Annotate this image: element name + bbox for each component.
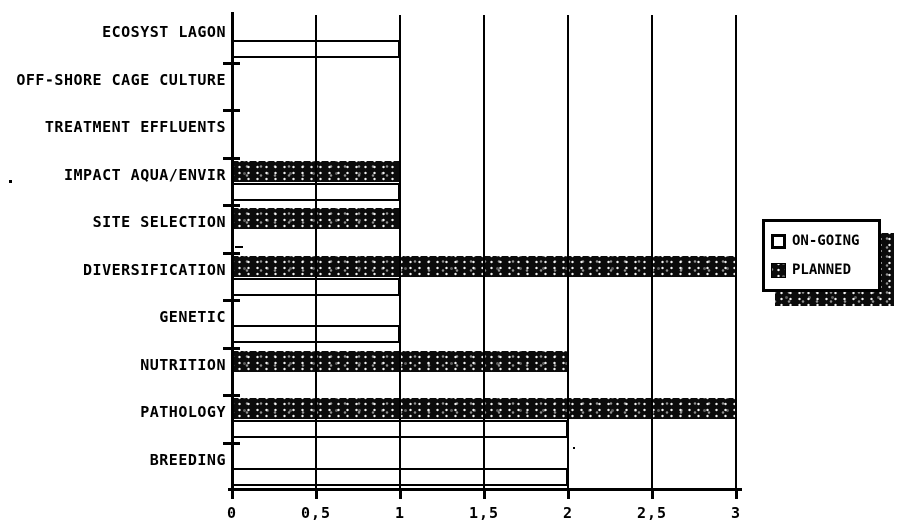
bar-planned-4	[233, 161, 399, 182]
x-tick-label-6: 3	[730, 504, 742, 522]
x-axis-tick-1	[399, 489, 402, 499]
x-axis-tick-1,5	[483, 489, 486, 499]
bar-planned-5	[233, 208, 399, 229]
bar-ongoing-10	[232, 468, 568, 486]
category-label-9: PATHOLOGY	[140, 403, 226, 421]
y-axis-tick-2	[223, 109, 240, 112]
legend-item-ongoing: ON-GOING	[771, 233, 872, 249]
bar-ongoing-4	[232, 183, 400, 201]
bar-ongoing-9	[232, 420, 568, 438]
x-axis-tick-2,5	[651, 489, 654, 499]
y-axis-tick-3	[223, 157, 240, 160]
bar-ongoing-1	[232, 40, 400, 58]
y-axis-tick-8	[223, 394, 240, 397]
y-axis-tick-5	[223, 252, 240, 255]
x-axis-line	[228, 488, 742, 491]
scan-artifact-dot	[9, 180, 12, 183]
scan-artifact-dot	[573, 447, 575, 449]
category-label-6: DIVERSIFICATION	[83, 261, 226, 279]
legend-item-planned: PLANNED	[771, 262, 872, 278]
category-label-10: BREEDING	[149, 451, 226, 469]
category-label-3: TREATMENT EFFLUENTS	[44, 118, 226, 136]
x-tick-label-1: 0,5	[300, 504, 332, 522]
legend-label-planned: PLANNED	[792, 262, 852, 278]
x-tick-label-0: 0	[226, 504, 238, 522]
legend-swatch-ongoing-icon	[771, 233, 786, 249]
y-axis-tick-6	[223, 299, 240, 302]
x-axis-tick-0,5	[315, 489, 318, 499]
gridline-3	[735, 15, 737, 488]
legend: ON-GOING PLANNED	[762, 219, 894, 306]
y-axis-tick-1	[223, 62, 240, 65]
bar-ongoing-6	[232, 278, 400, 296]
bar-ongoing-7	[232, 325, 400, 343]
category-label-2: OFF-SHORE CAGE CULTURE	[16, 71, 226, 89]
bar-planned-9	[233, 398, 735, 419]
category-label-8: NUTRITION	[140, 356, 226, 374]
category-label-5: SITE SELECTION	[92, 213, 226, 231]
bar-planned-8	[233, 351, 567, 372]
bar-planned-6	[233, 256, 735, 277]
x-tick-label-4: 2	[562, 504, 574, 522]
category-label-4: IMPACT AQUA/ENVIR	[63, 166, 226, 184]
x-tick-label-3: 1,5	[468, 504, 500, 522]
category-label-1: ECOSYST LAGON	[102, 23, 226, 41]
legend-box: ON-GOING PLANNED	[762, 219, 881, 292]
y-axis-tick-9	[223, 442, 240, 445]
x-axis-tick-3	[735, 489, 738, 499]
x-axis-tick-0	[231, 489, 234, 499]
legend-label-ongoing: ON-GOING	[792, 233, 860, 249]
x-axis-tick-2	[567, 489, 570, 499]
scan-artifact-dash	[235, 246, 243, 248]
y-axis-tick-4	[223, 204, 240, 207]
legend-swatch-planned-icon	[771, 262, 786, 278]
x-tick-label-2: 1	[394, 504, 406, 522]
x-tick-label-5: 2,5	[636, 504, 668, 522]
category-label-7: GENETIC	[159, 308, 226, 326]
y-axis-tick-7	[223, 347, 240, 350]
